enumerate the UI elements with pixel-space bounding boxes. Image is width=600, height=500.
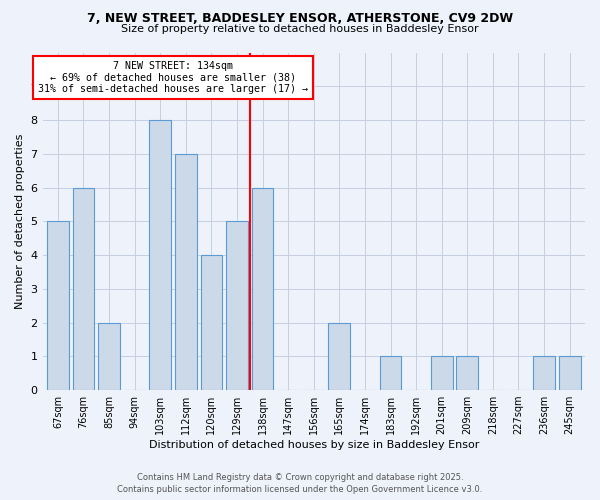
Bar [200, 255, 222, 390]
Text: 7, NEW STREET, BADDESLEY ENSOR, ATHERSTONE, CV9 2DW: 7, NEW STREET, BADDESLEY ENSOR, ATHERSTO… [87, 12, 513, 26]
Bar [533, 356, 555, 390]
Bar [559, 356, 581, 390]
Text: Contains HM Land Registry data © Crown copyright and database right 2025.
Contai: Contains HM Land Registry data © Crown c… [118, 472, 482, 494]
Bar [73, 188, 94, 390]
Bar [380, 356, 401, 390]
X-axis label: Distribution of detached houses by size in Baddesley Ensor: Distribution of detached houses by size … [149, 440, 479, 450]
Bar [175, 154, 197, 390]
Text: Size of property relative to detached houses in Baddesley Ensor: Size of property relative to detached ho… [121, 24, 479, 34]
Y-axis label: Number of detached properties: Number of detached properties [15, 134, 25, 309]
Bar [328, 322, 350, 390]
Bar [226, 222, 248, 390]
Text: 7 NEW STREET: 134sqm
← 69% of detached houses are smaller (38)
31% of semi-detac: 7 NEW STREET: 134sqm ← 69% of detached h… [38, 61, 308, 94]
Bar [252, 188, 274, 390]
Bar [149, 120, 171, 390]
Bar [457, 356, 478, 390]
Bar [98, 322, 120, 390]
Bar [47, 222, 69, 390]
Bar [431, 356, 452, 390]
